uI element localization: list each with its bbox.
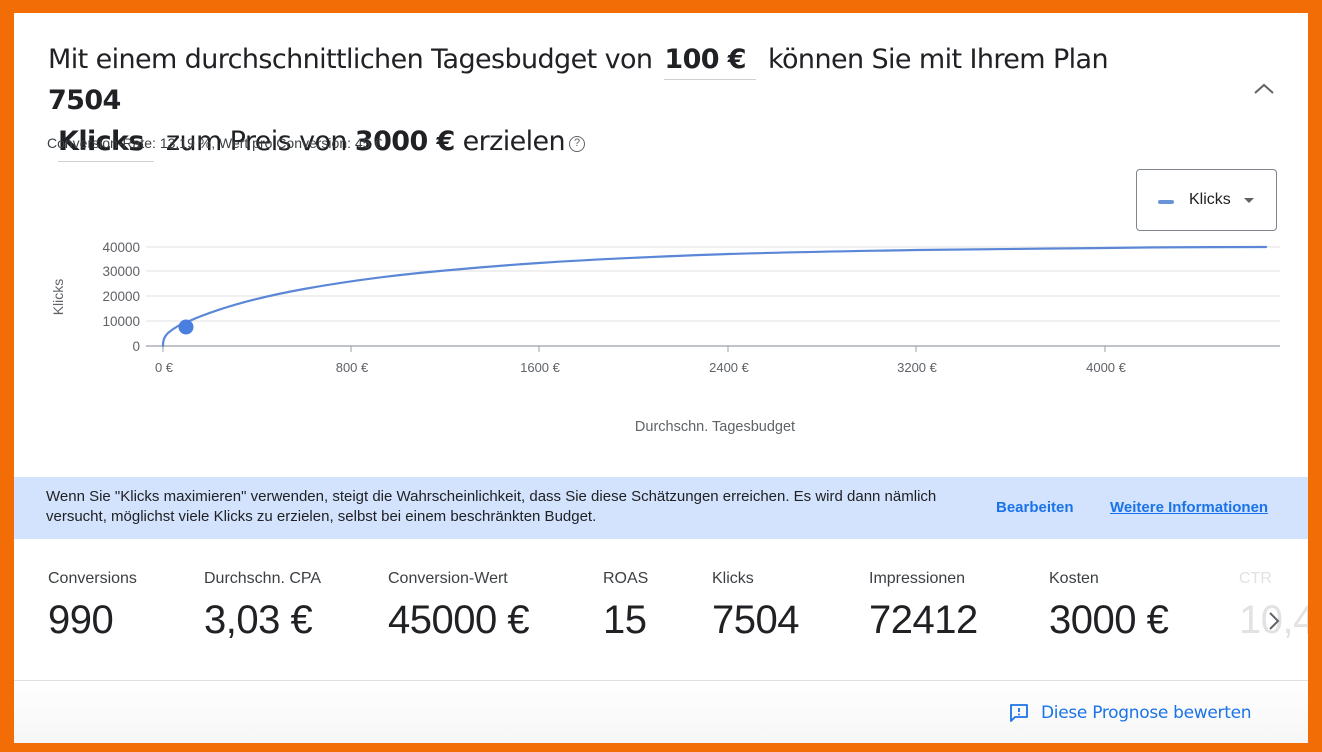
y-tick-labels: 40000 30000 20000 10000 0 [102, 240, 140, 354]
scroll-metrics-next-button[interactable] [1264, 608, 1284, 634]
conversion-summary: Conversion-Rate: 13,19 %, Wert pro Conve… [47, 135, 383, 151]
headline-text-4: erzielen [462, 126, 566, 157]
metric-avg-cpa: Durchschn. CPA 3,03 € [204, 570, 321, 643]
banner-message: Wenn Sie "Klicks maximieren" verwenden, … [46, 488, 937, 525]
svg-text:20000: 20000 [102, 289, 140, 304]
svg-text:0 €: 0 € [155, 360, 174, 375]
metric-value: 10,4 [1239, 598, 1308, 642]
headline-text-1: Mit einem durchschnittlichen Tagesbudget… [48, 44, 653, 75]
collapse-button[interactable] [1250, 77, 1278, 101]
feedback-icon [1010, 704, 1028, 722]
info-banner: Wenn Sie "Klicks maximieren" verwenden, … [14, 477, 1308, 539]
metric-label: Impressionen [869, 570, 966, 587]
metric-label: Conversion-Wert [388, 570, 508, 587]
edit-link[interactable]: Bearbeiten [996, 499, 1074, 516]
x-axis-ticks [162, 346, 1106, 352]
metric-label: Kosten [1049, 570, 1099, 587]
metrics-row: Conversions 990 Durchschn. CPA 3,03 € Co… [14, 553, 1308, 681]
rate-forecast-button[interactable]: Diese Prognose bewerten [1009, 702, 1252, 724]
chevron-right-icon [1269, 612, 1280, 630]
headline-text-2: können Sie mit Ihrem Plan [767, 44, 1109, 75]
more-info-link[interactable]: Weitere Informationen [1110, 499, 1269, 516]
metric-value: 45000 € [388, 598, 530, 642]
footer-divider [14, 680, 1308, 681]
x-tick-labels: 0 € 800 € 1600 € 2400 € 3200 € 4000 € [155, 360, 1127, 375]
forecast-chart[interactable]: 40000 30000 20000 10000 0 0 € 800 € 1600… [14, 13, 1308, 453]
metric-ctr: CTR 10,4 [1239, 570, 1308, 643]
metric-impressions: Impressionen 72412 [869, 570, 978, 643]
svg-text:3200 €: 3200 € [897, 360, 938, 375]
series-dropdown-label: Klicks [1189, 191, 1231, 208]
series-swatch-icon [1158, 200, 1174, 204]
rate-forecast-label: Diese Prognose bewerten [1041, 703, 1252, 723]
svg-text:800 €: 800 € [336, 360, 369, 375]
metric-label: ROAS [603, 570, 649, 587]
svg-text:1600 €: 1600 € [520, 360, 561, 375]
svg-text:4000 €: 4000 € [1086, 360, 1127, 375]
metric-conversion-value: Conversion-Wert 45000 € [388, 570, 530, 643]
metric-value: 990 [48, 598, 114, 642]
y-gridlines [146, 246, 1280, 322]
svg-text:40000: 40000 [102, 240, 140, 255]
y-axis-title: Klicks [50, 279, 66, 316]
metric-label: CTR [1239, 570, 1272, 587]
metric-conversions: Conversions 990 [48, 570, 137, 643]
svg-text:0: 0 [132, 339, 140, 354]
card-footer: Diese Prognose bewerten [14, 681, 1308, 743]
cost-value: 3000 € [354, 126, 455, 157]
metric-clicks: Klicks 7504 [712, 570, 799, 643]
metric-cost: Kosten 3000 € [1049, 570, 1169, 643]
metric-value: 72412 [869, 598, 978, 642]
series-dropdown[interactable]: Klicks [1136, 169, 1277, 231]
help-icon[interactable]: ? [569, 136, 586, 152]
metric-label: Durchschn. CPA [204, 570, 322, 587]
budget-selector[interactable]: 100 € [664, 41, 756, 80]
svg-text:10000: 10000 [102, 314, 140, 329]
svg-text:2400 €: 2400 € [709, 360, 750, 375]
chevron-up-icon [1254, 83, 1274, 94]
svg-text:30000: 30000 [102, 264, 140, 279]
current-plan-marker[interactable] [178, 319, 194, 335]
x-axis-title: Durchschn. Tagesbudget [635, 419, 795, 435]
metric-label: Conversions [48, 570, 137, 587]
metric-value: 15 [603, 598, 647, 642]
caret-down-icon [1244, 198, 1254, 203]
metric-value: 3000 € [1049, 598, 1169, 642]
forecast-headline: Mit einem durchschnittlichen Tagesbudget… [48, 39, 1188, 162]
headline-text-3: zum Preis von [165, 126, 348, 157]
clicks-value: 7504 [48, 85, 121, 116]
metric-label: Klicks [712, 570, 754, 587]
forecast-card: Mit einem durchschnittlichen Tagesbudget… [14, 13, 1308, 743]
metric-roas: ROAS 15 [603, 570, 648, 643]
metric-selector[interactable]: Klicks [58, 123, 154, 162]
metric-value: 3,03 € [204, 598, 313, 642]
metric-value: 7504 [712, 598, 799, 642]
